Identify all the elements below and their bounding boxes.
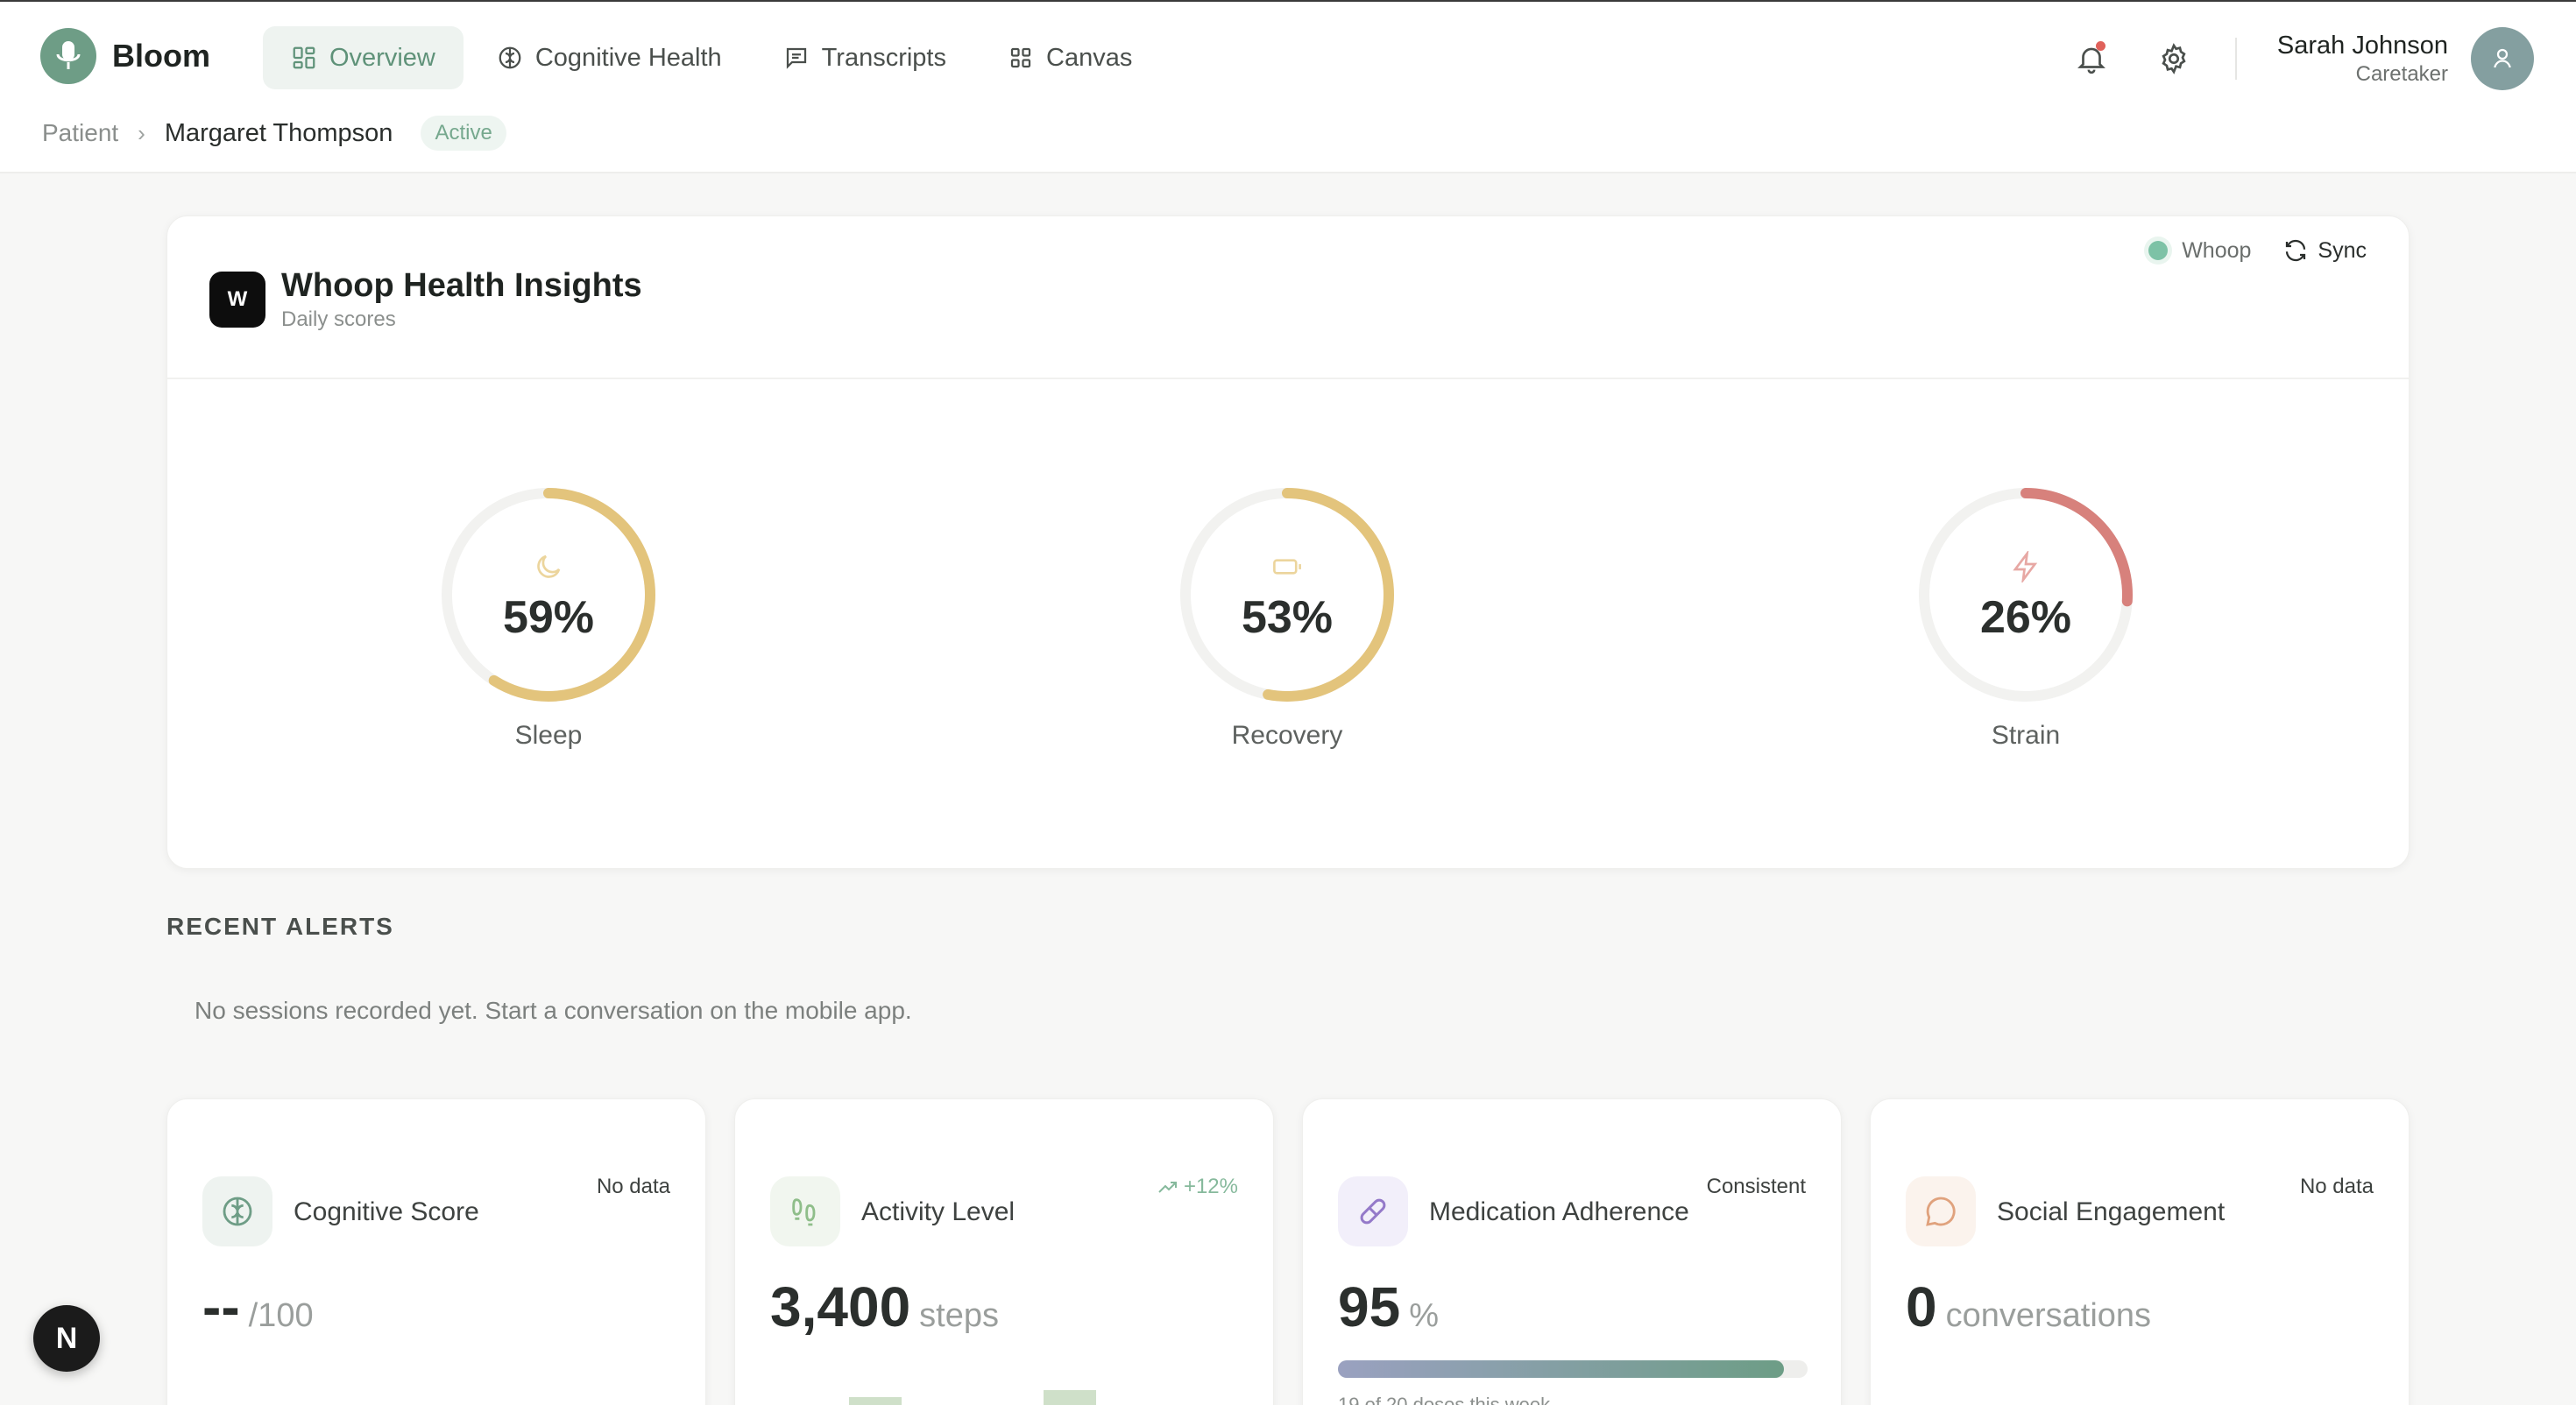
battery-icon <box>1180 551 1394 582</box>
bell-icon <box>2077 47 2105 74</box>
gauge-ring <box>442 488 655 702</box>
card-title: Whoop Health Insights <box>281 267 642 304</box>
gear-icon <box>2162 43 2186 74</box>
metric-value: 0 <box>1906 1275 1937 1338</box>
card-subtitle: Daily scores <box>281 307 396 331</box>
metric-name: Social Engagement <box>1997 1197 2226 1226</box>
gauge-label: Recovery <box>1231 721 1343 750</box>
metric-unit: steps <box>919 1297 999 1334</box>
brain-icon <box>202 1176 272 1246</box>
metric-card-activity-level[interactable]: Activity Level +12% 3,400 steps <box>734 1098 1274 1405</box>
app-name: Bloom <box>112 38 210 74</box>
zap-icon <box>1919 551 2133 582</box>
nav-tab-label: Transcripts <box>821 43 946 72</box>
metric-value-group: 0 conversations <box>1906 1274 2151 1339</box>
notification-dot <box>2095 41 2105 51</box>
alerts-empty-state: No sessions recorded yet. Start a conver… <box>195 997 912 1024</box>
metric-status: No data <box>2299 1175 2374 1198</box>
metric-name: Activity Level <box>861 1197 1016 1226</box>
nav-tab-overview[interactable]: Overview <box>263 26 464 89</box>
chat-bubble-icon <box>1906 1176 1976 1246</box>
avatar[interactable] <box>2471 27 2534 90</box>
breadcrumb-root[interactable]: Patient <box>42 119 119 146</box>
whoop-card-header: W Whoop Health Insights Daily scores <box>209 265 642 334</box>
progress-caption: 19 of 20 doses this week <box>1338 1394 1551 1405</box>
gauge-value: 26% <box>1979 592 2072 643</box>
metric-card-medication-adherence[interactable]: Medication Adherence Consistent 95 % 19 … <box>1302 1098 1842 1405</box>
nav-tab-transcripts[interactable]: Transcripts <box>755 26 974 89</box>
metric-unit: conversations <box>1945 1297 2152 1334</box>
grid-icon <box>1010 47 1031 68</box>
breadcrumb: Patient › Margaret Thompson Active <box>42 114 506 152</box>
gauge-value: 53% <box>1241 592 1334 643</box>
nav-tab-label: Overview <box>329 43 435 72</box>
gauge-ring <box>1919 488 2133 702</box>
activity-bar <box>1044 1390 1096 1405</box>
source-label: Whoop <box>2182 237 2252 263</box>
nav-tab-label: Cognitive Health <box>534 43 722 72</box>
metric-status: No data <box>596 1175 670 1198</box>
user-role: Caretaker <box>2355 62 2448 86</box>
whoop-source-controls: Whoop Sync <box>2148 229 2367 272</box>
main-nav: Overview Cognitive Health Transcripts Ca… <box>263 26 1165 89</box>
gauge-value: 59% <box>502 592 595 643</box>
user-icon <box>2494 48 2511 68</box>
metric-status: Consistent <box>1706 1175 1806 1198</box>
settings-button[interactable] <box>2148 32 2200 85</box>
sync-label: Sync <box>2318 237 2367 263</box>
metric-trend: +12% <box>1157 1175 1238 1199</box>
breadcrumb-current: Margaret Thompson <box>164 118 393 147</box>
header-actions: Sarah Johnson Caretaker <box>2035 26 2534 91</box>
metric-value-group: -- /100 <box>202 1274 314 1339</box>
metric-card-cognitive-score[interactable]: Cognitive Score No data -- /100 <box>166 1098 706 1405</box>
metric-name: Cognitive Score <box>294 1197 479 1226</box>
metric-value-group: 95 % <box>1338 1274 1439 1339</box>
nav-tab-label: Canvas <box>1046 43 1133 72</box>
gauge-ring <box>1180 488 1394 702</box>
moon-icon <box>442 551 655 582</box>
adherence-progress-bar <box>1338 1360 1808 1378</box>
metric-unit: /100 <box>248 1297 314 1334</box>
dashboard-icon <box>293 46 315 69</box>
message-square-icon <box>786 47 806 69</box>
card-divider <box>167 378 2409 379</box>
status-badge: Active <box>421 116 506 151</box>
microphone-icon <box>40 28 96 84</box>
chevron-right-icon: › <box>138 119 145 146</box>
metric-value-group: 3,400 steps <box>770 1274 999 1339</box>
metric-card-social-engagement[interactable]: Social Engagement No data 0 conversation… <box>1870 1098 2410 1405</box>
notifications-button[interactable] <box>2065 32 2118 85</box>
refresh-icon <box>2286 239 2306 262</box>
metric-unit: % <box>1409 1297 1439 1334</box>
sync-button[interactable]: Sync <box>2282 237 2367 264</box>
user-name: Sarah Johnson <box>2276 32 2448 60</box>
activity-bar <box>849 1397 902 1405</box>
whoop-logo: W <box>209 272 265 328</box>
metric-value: 3,400 <box>770 1275 911 1338</box>
progress-fill <box>1338 1360 1785 1378</box>
gauge-strain: 26% Strain <box>1919 488 2147 751</box>
dev-tools-button[interactable]: N <box>33 1305 100 1372</box>
header-divider <box>2234 38 2237 80</box>
top-bar: Bloom Overview Cognitive Health Transcri… <box>0 2 2576 173</box>
trending-up-icon <box>1158 1182 1177 1193</box>
user-info[interactable]: Sarah Johnson Caretaker <box>2277 30 2448 88</box>
brain-icon <box>499 46 521 69</box>
pill-icon <box>1338 1176 1408 1246</box>
footprints-icon <box>770 1176 840 1246</box>
metric-value: -- <box>202 1275 240 1338</box>
whoop-insights-card: W Whoop Health Insights Daily scores Who… <box>166 215 2410 869</box>
metric-trend-value: +12% <box>1183 1175 1238 1198</box>
nav-tab-canvas[interactable]: Canvas <box>980 26 1160 89</box>
nav-tab-cognitive-health[interactable]: Cognitive Health <box>469 26 750 89</box>
section-title-recent-alerts: RECENT ALERTS <box>166 913 394 940</box>
gauge-recovery: 53% Recovery <box>1180 488 1408 751</box>
metric-value: 95 <box>1338 1275 1401 1338</box>
app-logo[interactable]: Bloom <box>40 28 210 84</box>
connection-status-dot <box>2148 241 2169 260</box>
gauge-label: Strain <box>1991 721 2061 750</box>
gauge-label: Sleep <box>514 721 583 750</box>
metric-name: Medication Adherence <box>1429 1197 1689 1226</box>
gauge-sleep: 59% Sleep <box>442 488 669 751</box>
